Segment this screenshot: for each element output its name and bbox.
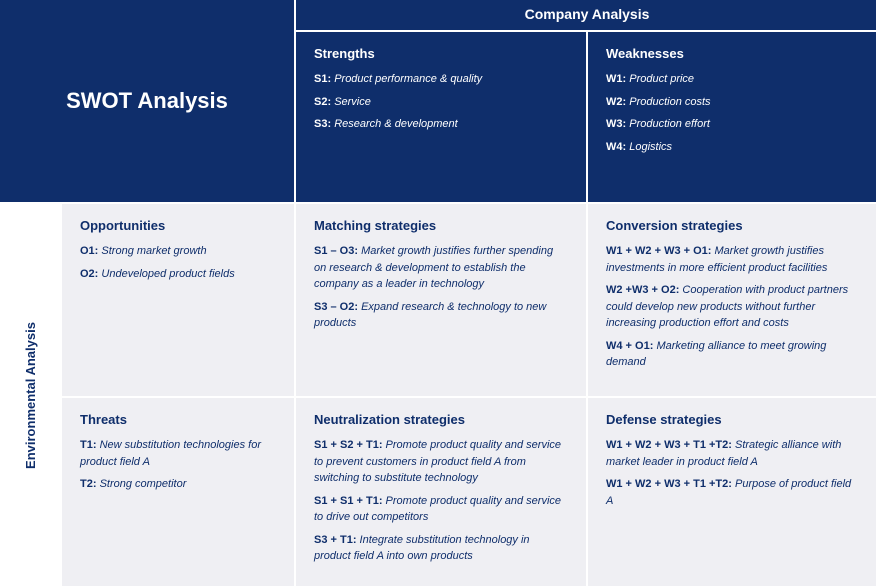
opportunities-cell: Opportunities O1: Strong market growthO2…	[62, 204, 294, 396]
environmental-analysis-text: Environmental Analysis	[23, 322, 38, 469]
defense-heading: Defense strategies	[606, 412, 860, 427]
item-code: W1 + W2 + W3 + O1:	[606, 245, 715, 257]
item-text: Production effort	[629, 118, 710, 130]
list-item: T2: Strong competitor	[80, 476, 276, 493]
threats-list: T1: New substitution technologies for pr…	[80, 437, 276, 493]
item-text: Undeveloped product fields	[101, 268, 234, 280]
item-text: New substitution technologies for produc…	[80, 439, 261, 468]
threats-heading: Threats	[80, 412, 276, 427]
opportunities-list: O1: Strong market growthO2: Undeveloped …	[80, 243, 276, 282]
list-item: W1 + W2 + W3 + T1 +T2: Strategic allianc…	[606, 437, 860, 470]
strengths-cell: Strengths S1: Product performance & qual…	[296, 32, 586, 202]
item-text: Service	[334, 96, 371, 108]
item-text: Product price	[629, 73, 694, 85]
item-code: W3:	[606, 118, 629, 130]
item-code: W2:	[606, 96, 629, 108]
item-code: W4:	[606, 141, 629, 153]
item-code: S3 – O2:	[314, 301, 361, 313]
item-code: W1 + W2 + W3 + T1 +T2:	[606, 478, 735, 490]
item-code: S1 – O3:	[314, 245, 361, 257]
list-item: T1: New substitution technologies for pr…	[80, 437, 276, 470]
swot-title-overlay: SWOT Analysis	[0, 0, 294, 202]
list-item: O2: Undeveloped product fields	[80, 266, 276, 283]
item-code: W4 + O1:	[606, 340, 656, 352]
list-item: W1 + W2 + W3 + T1 +T2: Purpose of produc…	[606, 476, 860, 509]
defense-list: W1 + W2 + W3 + T1 +T2: Strategic allianc…	[606, 437, 860, 509]
weaknesses-list: W1: Product priceW2: Production costsW3:…	[606, 71, 860, 155]
item-code: W2 +W3 + O2:	[606, 284, 682, 296]
item-code: W1:	[606, 73, 629, 85]
neutralization-list: S1 + S2 + T1: Promote product quality an…	[314, 437, 568, 565]
matching-list: S1 – O3: Market growth justifies further…	[314, 243, 568, 332]
item-code: S1:	[314, 73, 334, 85]
item-text: Logistics	[629, 141, 672, 153]
threats-cell: Threats T1: New substitution technologie…	[62, 398, 294, 586]
weaknesses-cell: Weaknesses W1: Product priceW2: Producti…	[588, 32, 876, 202]
neutralization-heading: Neutralization strategies	[314, 412, 568, 427]
list-item: S1 + S2 + T1: Promote product quality an…	[314, 437, 568, 487]
item-text: Research & development	[334, 118, 458, 130]
item-code: O1:	[80, 245, 101, 257]
item-code: O2:	[80, 268, 101, 280]
conversion-cell: Conversion strategies W1 + W2 + W3 + O1:…	[588, 204, 876, 396]
matching-heading: Matching strategies	[314, 218, 568, 233]
item-code: T2:	[80, 478, 100, 490]
swot-grid: Company Analysis SWOT Analysis Strengths…	[0, 0, 876, 582]
item-code: S3:	[314, 118, 334, 130]
list-item: W2 +W3 + O2: Cooperation with product pa…	[606, 282, 860, 332]
list-item: W2: Production costs	[606, 94, 860, 111]
list-item: S1 – O3: Market growth justifies further…	[314, 243, 568, 293]
swot-title-text-overlay: SWOT Analysis	[66, 88, 228, 114]
item-text: Strong market growth	[101, 245, 206, 257]
item-code: W1 + W2 + W3 + T1 +T2:	[606, 439, 735, 451]
strengths-list: S1: Product performance & qualityS2: Ser…	[314, 71, 568, 133]
company-analysis-header-overlay: Company Analysis	[296, 0, 876, 30]
list-item: W1: Product price	[606, 71, 860, 88]
item-code: S1 + S2 + T1:	[314, 439, 386, 451]
conversion-list: W1 + W2 + W3 + O1: Market growth justifi…	[606, 243, 860, 371]
matching-cell: Matching strategies S1 – O3: Market grow…	[296, 204, 586, 396]
list-item: O1: Strong market growth	[80, 243, 276, 260]
list-item: W3: Production effort	[606, 116, 860, 133]
item-text: Strong competitor	[100, 478, 187, 490]
item-code: S2:	[314, 96, 334, 108]
list-item: S3 + T1: Integrate substitution technolo…	[314, 532, 568, 565]
list-item: S3 – O2: Expand research & technology to…	[314, 299, 568, 332]
list-item: S1 + S1 + T1: Promote product quality an…	[314, 493, 568, 526]
conversion-heading: Conversion strategies	[606, 218, 860, 233]
list-item: S2: Service	[314, 94, 568, 111]
list-item: S3: Research & development	[314, 116, 568, 133]
defense-cell: Defense strategies W1 + W2 + W3 + T1 +T2…	[588, 398, 876, 586]
item-text: Product performance & quality	[334, 73, 482, 85]
item-code: T1:	[80, 439, 100, 451]
item-text: Production costs	[629, 96, 710, 108]
strengths-heading: Strengths	[314, 46, 568, 61]
item-code: S1 + S1 + T1:	[314, 495, 386, 507]
list-item: W1 + W2 + W3 + O1: Market growth justifi…	[606, 243, 860, 276]
list-item: W4: Logistics	[606, 139, 860, 156]
item-code: S3 + T1:	[314, 534, 360, 546]
list-item: S1: Product performance & quality	[314, 71, 568, 88]
weaknesses-heading: Weaknesses	[606, 46, 860, 61]
opportunities-heading: Opportunities	[80, 218, 276, 233]
neutralization-cell: Neutralization strategies S1 + S2 + T1: …	[296, 398, 586, 586]
environmental-analysis-label: Environmental Analysis	[0, 204, 60, 586]
list-item: W4 + O1: Marketing alliance to meet grow…	[606, 338, 860, 371]
